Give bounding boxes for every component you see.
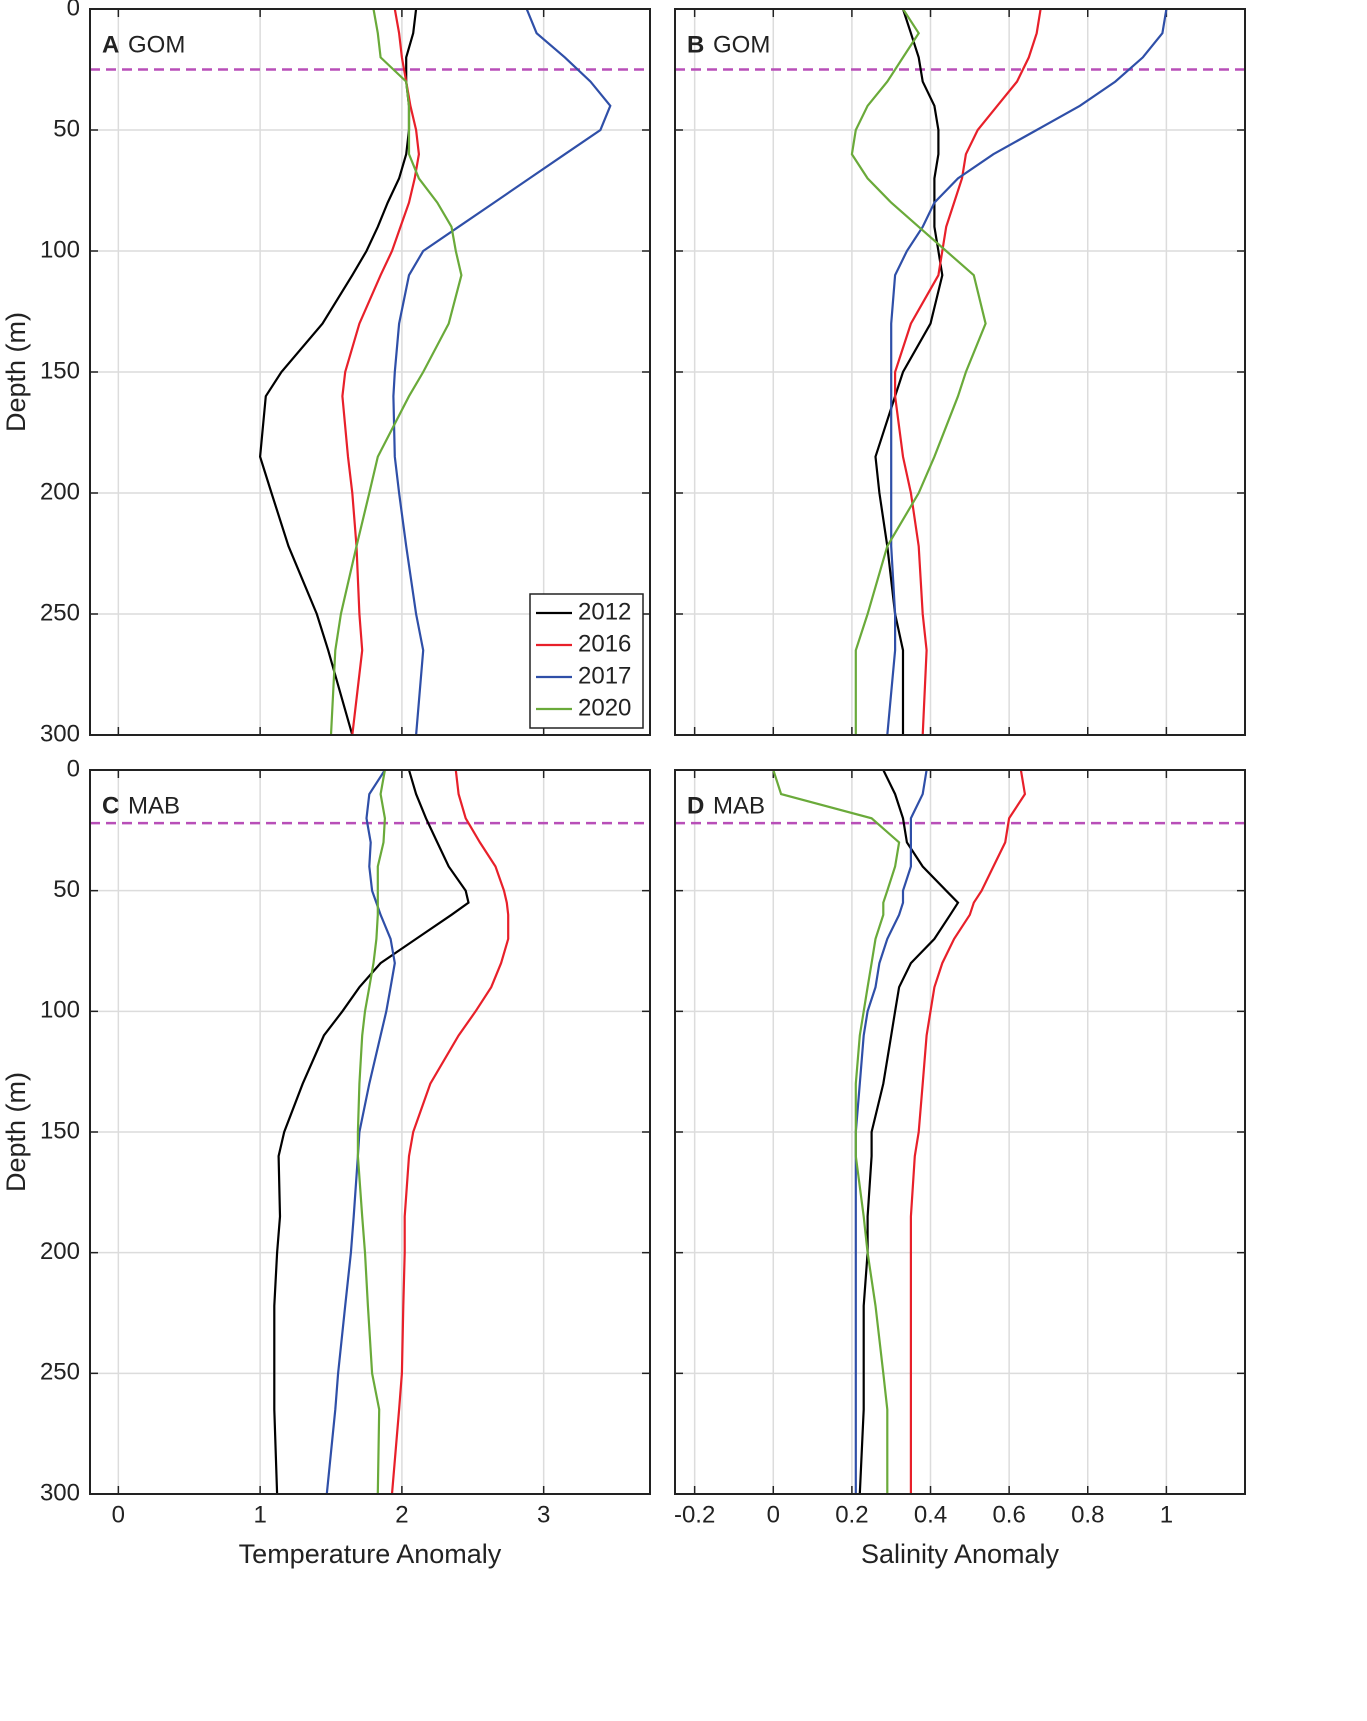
x-tick-label: 0.6: [992, 1501, 1025, 1528]
y-axis-label: Depth (m): [1, 312, 31, 432]
panel-letter: D: [687, 792, 704, 819]
y-tick-label: 250: [40, 1359, 80, 1386]
x-tick-label: 2: [395, 1501, 408, 1528]
profile-line: [325, 769, 396, 1495]
y-tick-label: 100: [40, 997, 80, 1024]
x-tick-label: 0.4: [914, 1501, 947, 1528]
y-tick-label: 300: [40, 720, 80, 747]
y-tick-label: 0: [67, 755, 80, 782]
x-axis-label: Temperature Anomaly: [239, 1539, 502, 1569]
legend-label: 2017: [578, 662, 631, 689]
profile-line: [854, 769, 928, 1494]
y-tick-label: 150: [40, 357, 80, 384]
y-tick-label: 50: [53, 876, 80, 903]
legend-box: [529, 593, 644, 729]
x-tick-label: 0: [112, 1501, 125, 1528]
legend-label: 2016: [578, 630, 631, 657]
legend-label: 2020: [578, 694, 631, 721]
profile-line: [392, 8, 612, 736]
plot-frame: [674, 8, 1246, 736]
x-tick-label: 0: [767, 1501, 780, 1528]
profile-line: [858, 769, 960, 1495]
panel-letter: B: [687, 31, 704, 58]
x-tick-label: -0.2: [674, 1501, 715, 1528]
y-tick-label: 300: [40, 1479, 80, 1506]
panel-region: GOM: [128, 31, 185, 58]
y-tick-label: 150: [40, 1117, 80, 1144]
profile-line: [894, 8, 1042, 736]
x-axis-label: Salinity Anomaly: [861, 1539, 1060, 1569]
profile-line: [273, 769, 470, 1495]
profile-line: [772, 769, 901, 1494]
panel-region: MAB: [128, 792, 180, 819]
profile-line: [329, 8, 463, 736]
profile-line: [909, 769, 1027, 1494]
y-axis-label: Depth (m): [1, 1072, 31, 1192]
profile-line: [850, 8, 987, 735]
panel-letter: C: [102, 792, 119, 819]
y-tick-label: 0: [67, 0, 80, 21]
x-tick-label: 0.2: [835, 1501, 868, 1528]
x-tick-label: 1: [253, 1501, 266, 1528]
y-tick-label: 100: [40, 236, 80, 263]
y-tick-label: 50: [53, 115, 80, 142]
profile-line: [874, 8, 944, 735]
profile-line: [390, 769, 510, 1495]
x-tick-label: 3: [537, 1501, 550, 1528]
y-tick-label: 250: [40, 599, 80, 626]
x-tick-label: 0.8: [1071, 1501, 1104, 1528]
x-tick-label: 1: [1160, 1501, 1173, 1528]
plot-frame: [674, 769, 1246, 1495]
y-tick-label: 200: [40, 1238, 80, 1265]
profile-line: [886, 8, 1168, 736]
plot-frame: [89, 769, 651, 1495]
legend-label: 2012: [578, 598, 631, 625]
panel-letter: A: [102, 31, 119, 58]
profile-line: [356, 769, 387, 1495]
panel-region: MAB: [713, 792, 765, 819]
plot-frame: [89, 8, 651, 736]
y-tick-label: 200: [40, 478, 80, 505]
panel-region: GOM: [713, 31, 770, 58]
